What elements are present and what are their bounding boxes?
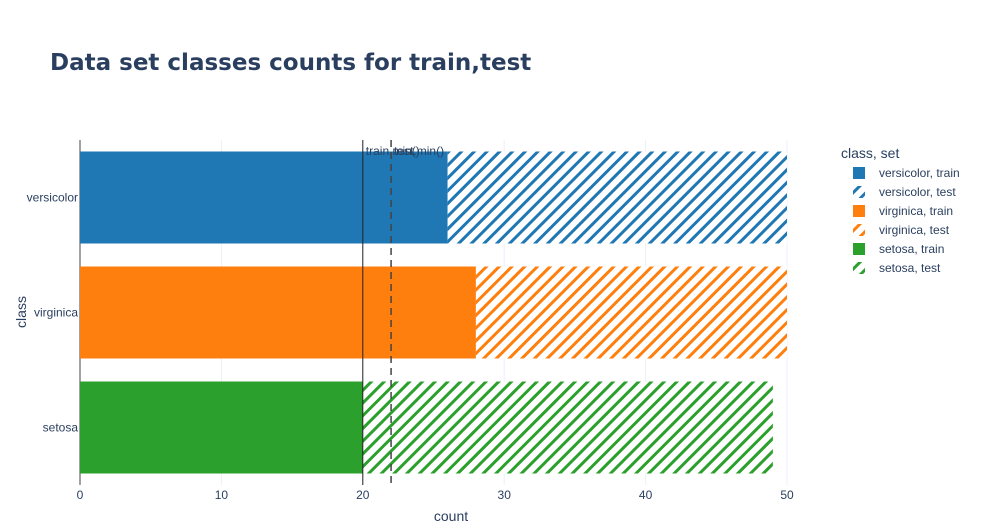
x-tick-label: 0 xyxy=(77,488,84,502)
bar-setosa-train[interactable] xyxy=(80,381,363,474)
x-tick-label: 30 xyxy=(498,488,512,502)
ref-line-label: train.min() xyxy=(366,144,420,158)
legend-item-versicolor-train[interactable]: versicolor, train xyxy=(853,166,960,180)
legend-title: class, set xyxy=(841,145,899,161)
legend-label: setosa, test xyxy=(879,261,941,275)
y-axis-ticks: versicolor virginica setosa xyxy=(27,191,79,435)
legend-item-versicolor-test[interactable]: versicolor, test xyxy=(853,185,956,199)
bar-setosa-test[interactable] xyxy=(362,381,773,474)
bars xyxy=(80,151,787,474)
legend-swatch xyxy=(853,262,865,274)
bar-virginica-train[interactable] xyxy=(80,266,476,359)
ref-line-label: test.min() xyxy=(394,144,444,158)
chart-title: Data set classes counts for train,test xyxy=(50,50,531,76)
x-tick-label: 10 xyxy=(215,488,229,502)
legend-label: setosa, train xyxy=(879,242,944,256)
legend: class, set versicolor, train versicolor, … xyxy=(841,145,960,275)
x-axis-title: count xyxy=(434,508,468,524)
x-tick-label: 40 xyxy=(639,488,653,502)
legend-item-setosa-train[interactable]: setosa, train xyxy=(853,242,944,256)
y-tick-label: virginica xyxy=(34,306,78,320)
legend-label: versicolor, train xyxy=(879,166,960,180)
legend-swatch xyxy=(853,167,865,179)
bar-versicolor-test[interactable] xyxy=(447,151,787,244)
legend-label: versicolor, test xyxy=(879,185,956,199)
bar-versicolor-train[interactable] xyxy=(80,151,448,244)
legend-swatch xyxy=(853,186,865,198)
reference-lines: train.min()test.min() xyxy=(362,140,444,485)
x-axis-ticks: 0 10 20 30 40 50 xyxy=(77,488,794,502)
legend-swatch xyxy=(853,205,865,217)
legend-item-setosa-test[interactable]: setosa, test xyxy=(853,261,941,275)
y-axis-title: class xyxy=(13,296,29,328)
legend-item-virginica-train[interactable]: virginica, train xyxy=(853,204,953,218)
x-tick-label: 20 xyxy=(356,488,370,502)
legend-swatch xyxy=(853,224,865,236)
y-tick-label: versicolor xyxy=(27,191,78,205)
legend-label: virginica, train xyxy=(879,204,953,218)
x-tick-label: 50 xyxy=(780,488,794,502)
bar-virginica-test[interactable] xyxy=(475,266,787,359)
y-tick-label: setosa xyxy=(43,421,79,435)
legend-label: virginica, test xyxy=(879,223,950,237)
legend-swatch xyxy=(853,243,865,255)
legend-item-virginica-test[interactable]: virginica, test xyxy=(853,223,950,237)
